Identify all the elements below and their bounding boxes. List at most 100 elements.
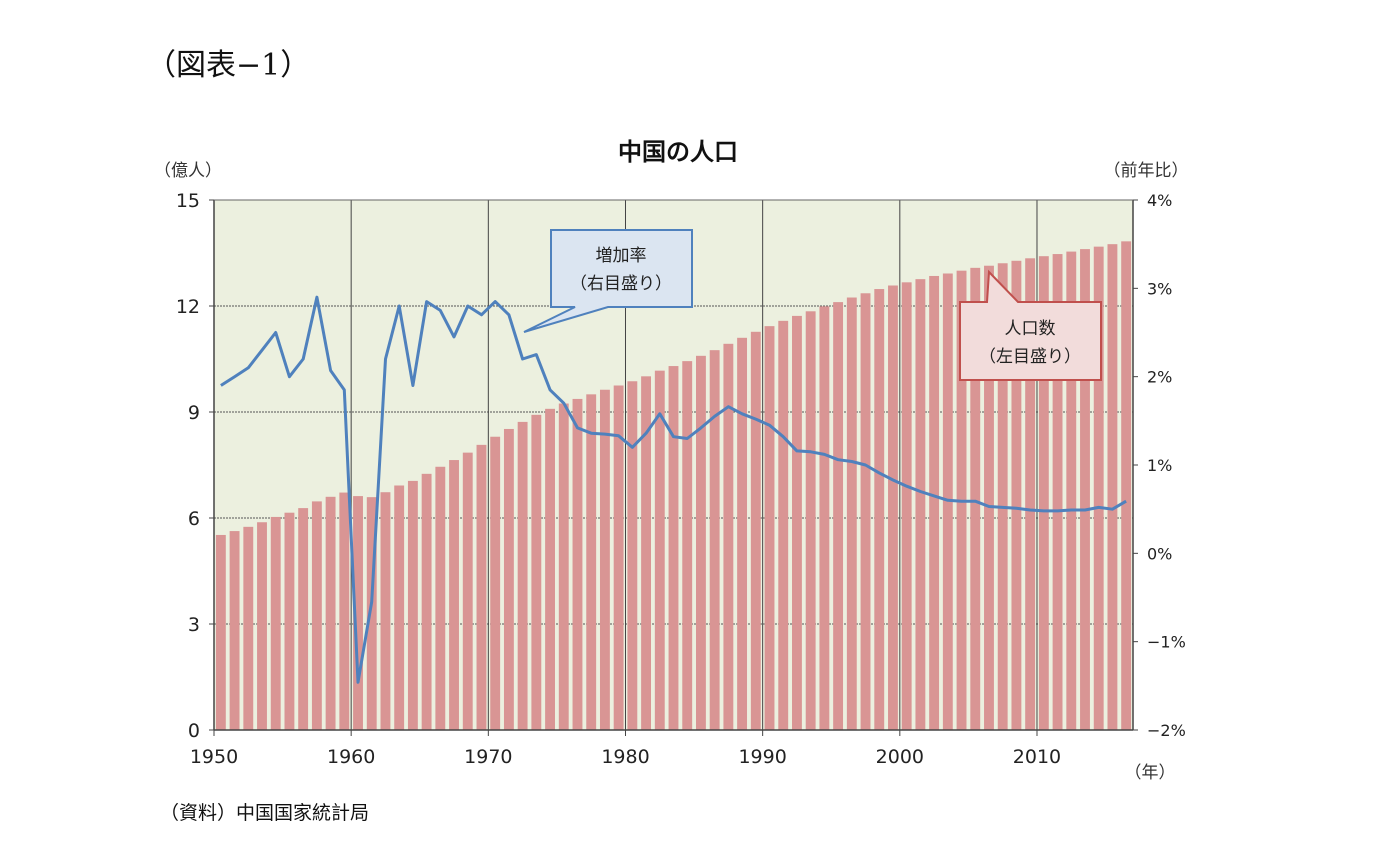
growth-rate-polyline <box>220 295 1127 684</box>
population-bar <box>695 355 706 730</box>
population-bar <box>915 279 926 730</box>
population-bar <box>1038 256 1049 730</box>
x-tick-label: 2000 <box>876 746 924 768</box>
right-axis-unit: （前年比） <box>1104 161 1189 181</box>
population-bar <box>833 302 844 730</box>
axes <box>209 199 1138 736</box>
population-bar <box>613 385 624 730</box>
population-bar <box>805 311 816 730</box>
population-bar <box>353 496 363 730</box>
population-bar <box>407 480 418 730</box>
population-bar <box>846 297 857 730</box>
source-note: （資料）中国国家統計局 <box>160 802 370 824</box>
x-tick-label: 2010 <box>1013 746 1061 768</box>
population-bar <box>792 315 802 730</box>
population-bar <box>901 282 912 730</box>
population-bar <box>449 460 459 730</box>
right-tick-label: −1% <box>1147 633 1186 652</box>
population-bar <box>668 366 679 730</box>
population-bar <box>517 421 528 730</box>
population-bars <box>215 241 1132 730</box>
right-tick-label: −2% <box>1147 721 1186 740</box>
rate-callout: 増加率 （右目盛り） <box>523 229 693 333</box>
population-bar <box>572 398 583 730</box>
population-bar <box>1107 244 1118 730</box>
population-bar <box>531 414 542 730</box>
population-bar <box>997 263 1008 730</box>
population-bar <box>709 350 720 730</box>
right-tick-label: 2% <box>1147 368 1172 387</box>
left-tick-label: 15 <box>176 190 200 212</box>
left-axis-unit: （億人） <box>154 161 222 181</box>
population-bar <box>1093 246 1104 730</box>
population-bar <box>229 531 240 730</box>
x-tick-label: 1980 <box>601 746 649 768</box>
population-bar <box>984 265 994 730</box>
population-bar <box>874 289 885 730</box>
population-bar <box>298 508 309 730</box>
population-bar <box>490 436 501 730</box>
population-callout-line1: 人口数 <box>1005 319 1056 339</box>
right-tick-label: 0% <box>1147 544 1172 563</box>
population-bar <box>545 408 555 730</box>
population-bar <box>503 428 514 730</box>
left-tick-labels: 0 3 6 9 12 15 <box>176 190 200 742</box>
left-tick-label: 6 <box>188 508 200 530</box>
population-bar <box>929 275 940 730</box>
population-bar <box>778 320 789 730</box>
population-bar <box>888 285 898 730</box>
population-bar <box>764 326 775 730</box>
population-bar <box>243 526 254 730</box>
population-bar <box>819 306 830 730</box>
population-bar <box>1066 251 1077 730</box>
growth-rate-line <box>220 295 1127 684</box>
population-bar <box>311 501 322 730</box>
population-bar <box>1121 241 1132 730</box>
figure-label: （図表−1） <box>146 48 311 83</box>
population-bar <box>723 343 734 730</box>
population-bar <box>339 492 350 730</box>
right-tick-label: 3% <box>1147 279 1172 298</box>
population-bar <box>970 267 981 730</box>
rate-callout-line2: （右目盛り） <box>570 274 672 294</box>
left-tick-label: 0 <box>188 720 200 742</box>
population-bar <box>421 473 432 730</box>
population-bar <box>380 492 391 730</box>
population-bar <box>586 394 597 730</box>
population-bar <box>257 522 267 730</box>
left-tick-label: 3 <box>188 614 200 636</box>
population-bar <box>366 497 377 730</box>
population-bar <box>558 403 569 730</box>
rate-callout-line1: 増加率 <box>596 246 647 266</box>
left-tick-label: 12 <box>176 296 200 318</box>
population-bar <box>1025 258 1036 730</box>
population-bar <box>750 331 761 730</box>
population-bar <box>1052 254 1063 730</box>
population-bar <box>325 496 336 730</box>
population-bar <box>599 389 610 730</box>
x-tick-labels: 1950 1960 1970 1980 1990 2000 2010 <box>190 746 1061 768</box>
population-bar <box>627 381 638 730</box>
population-bar <box>215 534 226 730</box>
population-bar <box>1080 249 1090 730</box>
population-callout-line2: （左目盛り） <box>979 347 1081 367</box>
population-bar <box>394 485 405 730</box>
population-bar <box>476 444 487 730</box>
left-tick-label: 9 <box>188 402 200 424</box>
x-tick-label: 1960 <box>327 746 375 768</box>
population-bar <box>435 466 446 730</box>
population-bar <box>654 370 665 730</box>
population-callout: 人口数 （左目盛り） <box>959 269 1102 381</box>
population-bar <box>1011 260 1022 730</box>
population-bar <box>737 337 748 730</box>
x-tick-label: 1950 <box>190 746 238 768</box>
x-tick-label: 1990 <box>738 746 786 768</box>
population-bar <box>462 452 473 730</box>
population-bar <box>860 293 871 730</box>
right-tick-label: 4% <box>1147 191 1172 210</box>
x-axis-unit: （年） <box>1125 763 1176 783</box>
population-bar <box>641 376 652 730</box>
x-tick-label: 1970 <box>464 746 512 768</box>
population-bar <box>284 512 295 730</box>
